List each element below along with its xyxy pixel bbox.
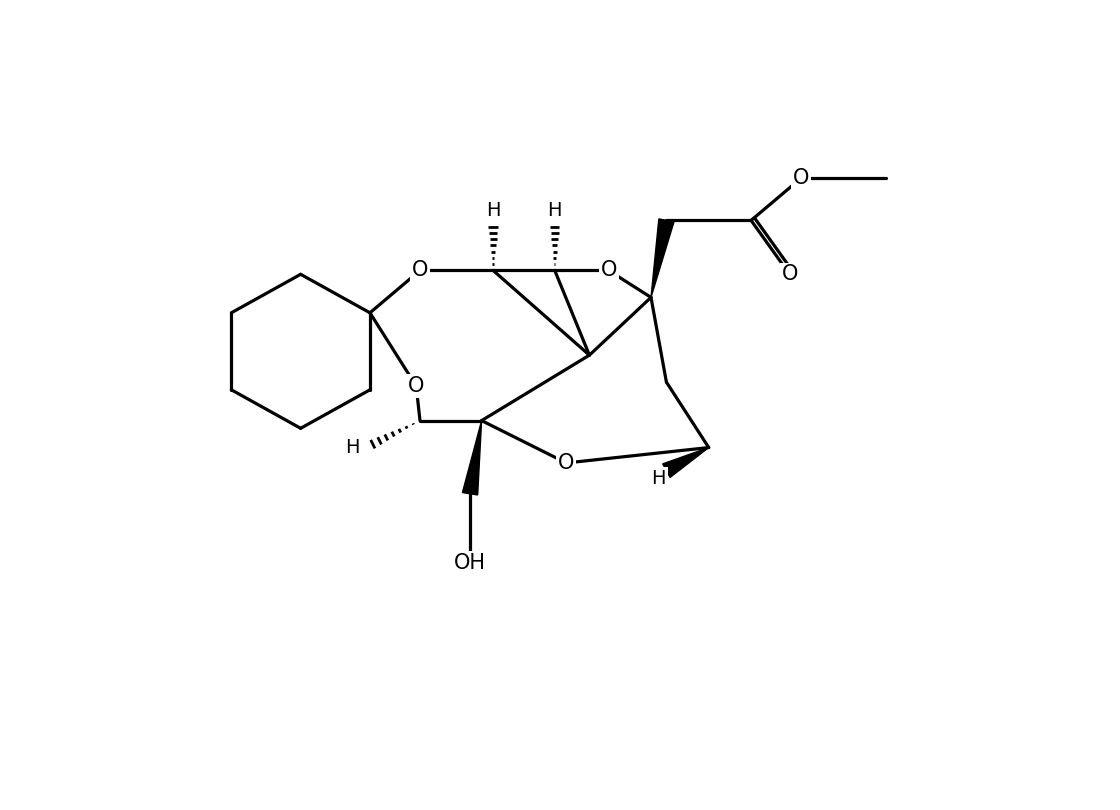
Text: OH: OH	[454, 553, 486, 573]
Polygon shape	[663, 448, 709, 477]
Text: H: H	[548, 201, 562, 220]
Text: O: O	[600, 261, 617, 280]
Text: H: H	[345, 438, 360, 457]
Text: O: O	[412, 261, 428, 280]
Text: O: O	[793, 168, 810, 188]
Polygon shape	[651, 219, 674, 297]
Text: H: H	[486, 201, 501, 220]
Polygon shape	[463, 420, 482, 495]
Text: O: O	[782, 264, 797, 284]
Text: O: O	[558, 453, 575, 473]
Text: O: O	[408, 376, 424, 396]
Text: H: H	[652, 469, 666, 488]
